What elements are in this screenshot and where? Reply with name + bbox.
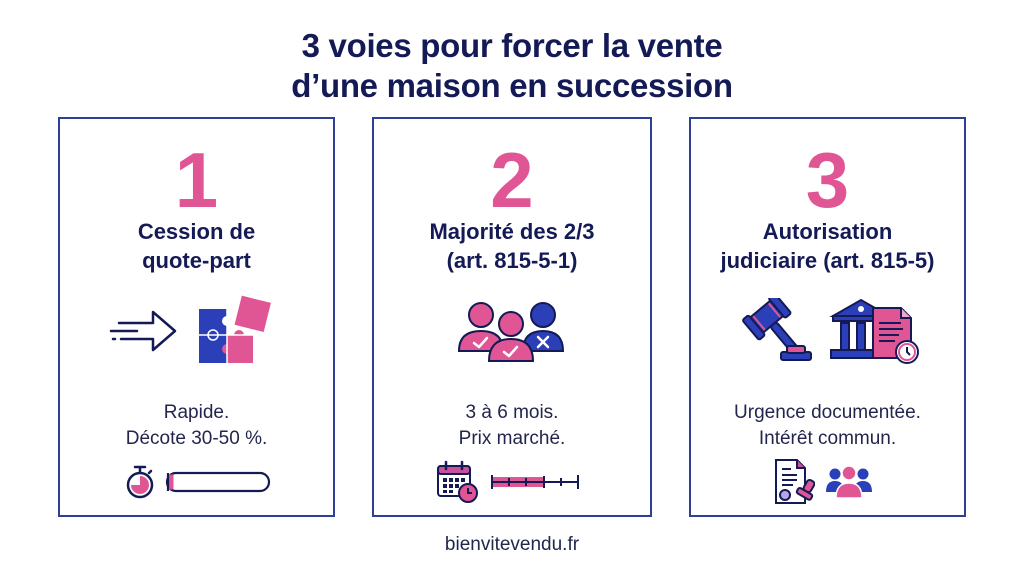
speed-arrow-icon xyxy=(109,306,181,356)
puzzle-icon xyxy=(195,295,277,367)
card-heading-line-1: Cession de xyxy=(137,219,256,244)
calendar-clock-icon xyxy=(436,460,480,504)
card-number: 2 xyxy=(490,136,534,224)
card-description: 3 à 6 mois. Prix marché. xyxy=(374,400,650,452)
desc-line-2: Intérêt commun. xyxy=(758,428,897,449)
card-heading-line-1: Majorité des 2/3 xyxy=(429,219,595,244)
card-heading: Autorisation judiciaire (art. 815-5) xyxy=(691,217,964,275)
card-number: 3 xyxy=(805,136,850,224)
card-heading-line-2: quote-part xyxy=(142,248,251,273)
progress-bar-icon xyxy=(165,470,271,494)
desc-line-1: Urgence documentée. xyxy=(734,402,921,423)
card-majorite-deux-tiers: 2 Majorité des 2/3 (art. 815-5-1) 3 à 6 … xyxy=(372,117,652,517)
card-heading: Cession de quote-part xyxy=(60,217,333,275)
card-heading-line-2: (art. 815-5-1) xyxy=(446,248,578,273)
title-line-1: 3 voies pour forcer la vente xyxy=(301,27,723,64)
people-group-icon xyxy=(825,464,873,500)
desc-line-2: Prix marché. xyxy=(458,428,566,449)
card-number: 1 xyxy=(174,136,219,224)
card-heading-line-2: judiciaire (art. 815-5) xyxy=(720,248,935,273)
card-autorisation-judiciaire: 3 Autorisation judiciaire (art. 815-5) xyxy=(689,117,966,517)
gavel-icon xyxy=(735,298,815,364)
title-line-2: d’une maison en succession xyxy=(291,67,733,104)
desc-line-2: Décote 30-50 %. xyxy=(125,428,268,449)
group-vote-icon xyxy=(453,299,571,363)
page-title: 3 voies pour forcer la vente d’une maiso… xyxy=(0,26,1024,106)
desc-line-1: Rapide. xyxy=(163,402,230,423)
card-description: Rapide. Décote 30-50 %. xyxy=(60,400,333,452)
card-description: Urgence documentée. Intérêt commun. xyxy=(691,400,964,452)
card-cession-quote-part: 1 Cession de quote-part xyxy=(58,117,335,517)
card-heading-line-1: Autorisation xyxy=(762,219,893,244)
timeline-icon xyxy=(490,472,582,492)
card-heading: Majorité des 2/3 (art. 815-5-1) xyxy=(374,217,650,275)
desc-line-1: 3 à 6 mois. xyxy=(465,402,559,423)
footer-site: bienvitevendu.fr xyxy=(444,534,580,555)
courthouse-document-icon xyxy=(828,296,921,366)
stamped-document-icon xyxy=(773,457,815,507)
stopwatch-icon xyxy=(123,464,157,500)
